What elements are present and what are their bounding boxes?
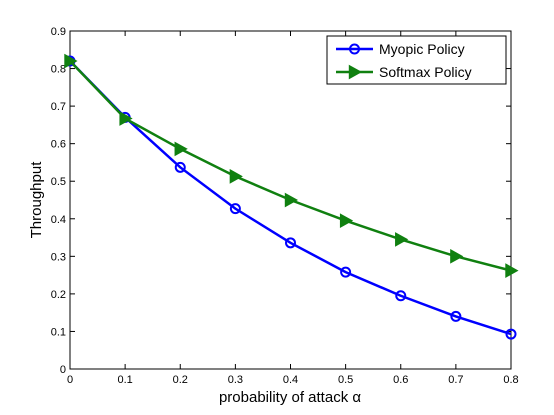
data-point-softmax [64, 53, 78, 69]
x-tick-label: 0.6 [393, 374, 408, 386]
data-point-softmax [119, 111, 133, 126]
data-point-myopic [505, 328, 517, 340]
x-tick-label: 0.7 [448, 374, 463, 386]
legend-label: Softmax Policy [379, 64, 472, 80]
data-point-softmax [395, 232, 409, 247]
legend-label: Myopic Policy [379, 41, 465, 57]
series-layer [64, 53, 519, 340]
x-tick-label: 0.4 [283, 374, 298, 386]
data-point-myopic [340, 266, 352, 278]
y-tick-label: 0.5 [51, 176, 66, 188]
legend-item-myopic: Myopic Policy [336, 41, 465, 57]
x-tick-label: 0.1 [117, 374, 132, 386]
y-tick-label: 0.3 [51, 251, 66, 263]
data-point-myopic [229, 203, 241, 215]
y-tick-label: 0 [60, 364, 66, 376]
y-tick-label: 0.8 [51, 64, 66, 76]
y-tick-label: 0.7 [51, 101, 66, 113]
legend-marker [349, 43, 360, 55]
y-tick-label: 0.2 [51, 289, 66, 301]
data-point-myopic [450, 310, 462, 322]
data-point-myopic [174, 161, 186, 173]
data-point-softmax [174, 141, 188, 157]
y-tick-label: 0.9 [51, 26, 66, 38]
data-point-softmax [229, 168, 243, 184]
series-line-myopic [69, 60, 512, 336]
x-axis-title: probability of attack α [219, 389, 361, 406]
series-softmax [64, 53, 519, 278]
legend-entries: Myopic Policy Softmax Policy [336, 41, 472, 80]
x-tick-label: 0.5 [338, 374, 353, 386]
y-tick-label: 0.6 [51, 139, 66, 151]
x-tick-label: 0.3 [228, 374, 243, 386]
data-point-softmax [339, 213, 354, 229]
legend-box [326, 35, 507, 85]
data-point-myopic [395, 290, 407, 302]
legend-marker [348, 64, 363, 80]
data-point-softmax [450, 248, 464, 264]
x-tick-label: 0.2 [173, 374, 188, 386]
y-tick-label: 0.4 [51, 214, 66, 226]
y-axis-title: Throughput [28, 161, 45, 239]
x-tick-label: 0 [67, 374, 73, 386]
data-point-softmax [284, 192, 299, 208]
ticks-layer: 0 0.1 0.2 0.3 0.4 0.5 0.6 0.7 0.8 0 0.1 0.2 0.3 0.4 0.… [51, 26, 519, 386]
legend: Myopic Policy Softmax Policy [326, 35, 507, 85]
y-tick-label: 0.1 [51, 326, 66, 338]
legend-item-softmax: Softmax Policy [336, 64, 472, 80]
data-point-myopic [285, 237, 296, 249]
x-tick-label: 0.8 [503, 374, 518, 386]
data-point-softmax [505, 263, 519, 278]
